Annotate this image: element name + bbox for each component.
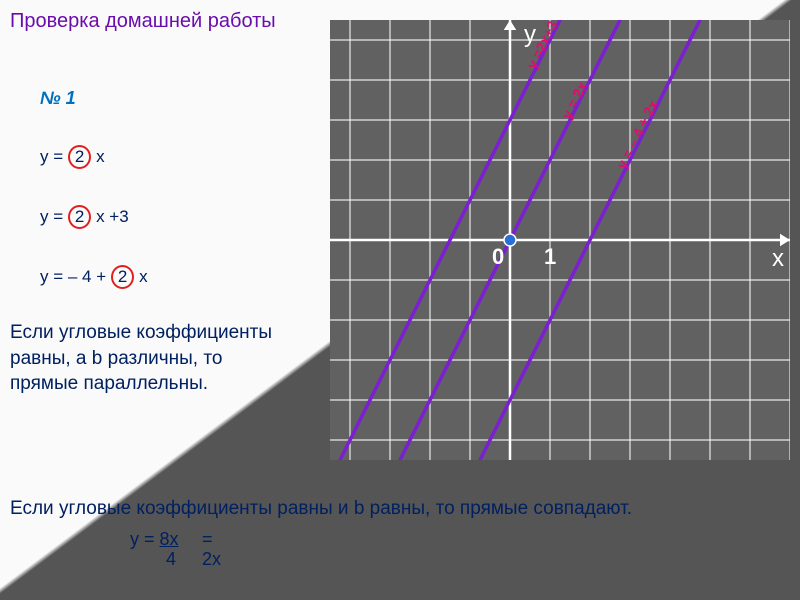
eq-extra-result: = 2х <box>202 530 221 570</box>
svg-text:1: 1 <box>544 244 556 269</box>
eq3-post: х <box>134 267 147 286</box>
equation-2: у = 2 х +3 <box>40 205 129 229</box>
eq3-coef-circle: 2 <box>111 265 134 289</box>
coordinate-chart: хуу =2х+3у = 2ху = – 4 + 2х01 <box>330 20 790 460</box>
rule-coincide: Если угловые коэффициенты равны и b равн… <box>10 495 780 524</box>
eq-extra-prefix: у = <box>130 529 160 549</box>
eq1-post: х <box>91 147 104 166</box>
eq2-post: х +3 <box>91 207 128 226</box>
rule-parallel: Если угловые коэффициенты равны, а b раз… <box>10 320 280 397</box>
eq2-coef-circle: 2 <box>68 205 91 229</box>
task-number: № 1 <box>40 88 76 109</box>
svg-text:х: х <box>772 245 784 272</box>
eq3-pre: у = – 4 + <box>40 267 111 286</box>
eq-extra-numerator: 8х <box>160 529 179 549</box>
equation-fraction: у = 8х = 2х 4 <box>130 530 179 570</box>
equation-1: у = 2 х <box>40 145 105 169</box>
equation-3: у = – 4 + 2 х <box>40 265 148 289</box>
svg-text:0: 0 <box>492 244 504 269</box>
page-title: Проверка домашней работы <box>10 10 276 33</box>
eq2-pre: у = <box>40 207 68 226</box>
eq1-pre: у = <box>40 147 68 166</box>
eq1-coef-circle: 2 <box>68 145 91 169</box>
eq-extra-denominator: 4 <box>130 550 179 570</box>
